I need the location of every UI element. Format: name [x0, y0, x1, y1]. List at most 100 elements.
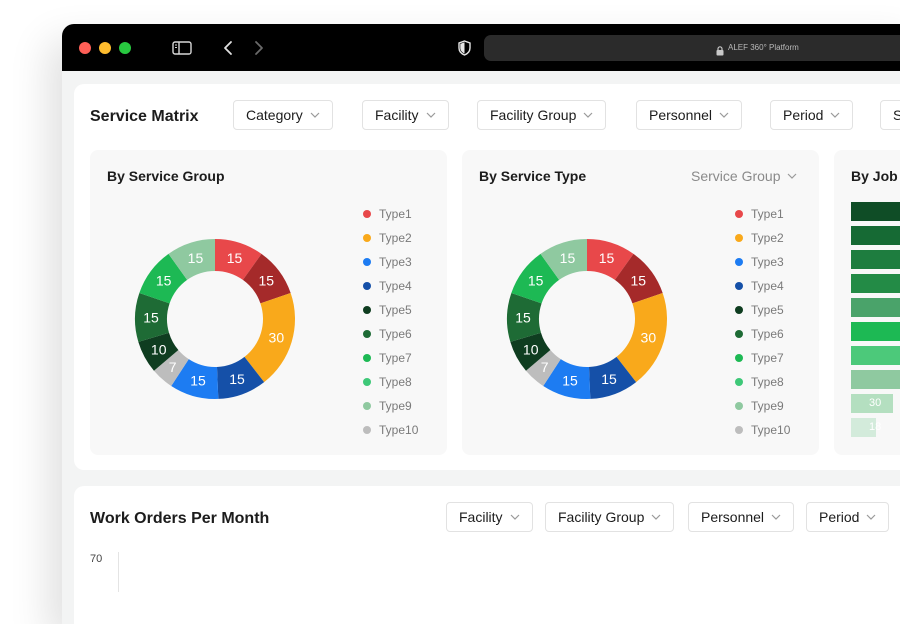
dropdown-label: Service Group [691, 168, 781, 184]
job-bar[interactable] [851, 226, 900, 245]
bar-value-label: 18 [869, 421, 882, 433]
facility-filter[interactable]: Facility [362, 100, 449, 130]
job-bar[interactable] [851, 202, 900, 221]
legend-label: Type5 [379, 303, 412, 317]
back-arrow-icon[interactable] [220, 37, 236, 59]
job-bar[interactable] [851, 298, 900, 317]
job-bar[interactable] [851, 274, 900, 293]
legend-label: Type7 [379, 351, 412, 365]
slice-value-label: 15 [227, 250, 243, 266]
filter-label: Period [819, 509, 860, 525]
filter-label: S [893, 107, 900, 123]
donut-slice[interactable] [525, 350, 561, 386]
job-bar[interactable] [851, 394, 893, 413]
legend-color-dot [363, 282, 371, 290]
donut-slice[interactable] [540, 239, 587, 280]
legend-label: Type4 [379, 279, 412, 293]
wo-facility-filter[interactable]: Facility [446, 502, 533, 532]
by-job-title: By Job [851, 168, 898, 184]
browser-window: ALEF 360° Platform Service Matrix Catego… [62, 24, 900, 624]
donut-slice[interactable] [616, 293, 667, 383]
job-bar[interactable] [851, 322, 900, 341]
extra-filter[interactable]: S [880, 100, 900, 130]
minimize-window-button[interactable] [99, 42, 111, 54]
legend-color-dot [363, 426, 371, 434]
forward-arrow-icon[interactable] [251, 37, 267, 59]
legend-color-dot [363, 378, 371, 386]
y-axis-line [118, 552, 119, 592]
legend-label: Type10 [751, 423, 791, 437]
chevron-down-icon [831, 112, 840, 118]
slice-value-label: 30 [641, 329, 657, 345]
personnel-filter[interactable]: Personnel [636, 100, 743, 130]
chevron-down-icon [310, 112, 320, 118]
legend-label: Type8 [751, 375, 784, 389]
donut-slice[interactable] [168, 239, 215, 280]
legend-color-dot [735, 330, 743, 338]
period-filter[interactable]: Period [770, 100, 854, 130]
by-job-panel: By Job 30 18 [834, 150, 900, 455]
sidebar-toggle-icon[interactable] [170, 37, 194, 59]
zoom-window-button[interactable] [119, 42, 131, 54]
donut-slice[interactable] [614, 253, 663, 304]
chevron-down-icon [583, 112, 593, 118]
slice-value-label: 15 [190, 373, 206, 389]
slice-value-label: 15 [188, 250, 204, 266]
legend-color-dot [735, 306, 743, 314]
donut-slice[interactable] [139, 253, 188, 304]
lock-icon [716, 43, 724, 61]
legend-color-dot [735, 258, 743, 266]
legend-label: Type8 [379, 375, 412, 389]
shield-icon[interactable] [456, 37, 472, 59]
legend-color-dot [735, 210, 743, 218]
by-service-group-title: By Service Group [107, 168, 225, 184]
donut-slice[interactable] [510, 332, 551, 371]
donut-slice[interactable] [215, 239, 262, 280]
donut-slice[interactable] [543, 359, 591, 399]
slice-value-label: 10 [151, 341, 167, 357]
slice-value-label: 30 [269, 329, 285, 345]
donut-slice[interactable] [587, 239, 634, 280]
filter-label: Facility [375, 107, 419, 123]
donut-slice[interactable] [244, 293, 295, 383]
legend-color-dot [363, 330, 371, 338]
url-text: ALEF 360° Platform [728, 43, 799, 52]
wo-personnel-filter[interactable]: Personnel [688, 502, 795, 532]
job-bar[interactable] [851, 418, 876, 437]
donut-slice[interactable] [242, 253, 291, 304]
donut-slice[interactable] [588, 356, 637, 399]
wo-period-filter[interactable]: Period [806, 502, 890, 532]
donut-slice[interactable] [153, 350, 189, 386]
work-orders-card: Work Orders Per Month Facility Facility … [74, 486, 900, 624]
legend-color-dot [363, 258, 371, 266]
donut-slice[interactable] [511, 253, 560, 304]
by-service-type-title: By Service Type [479, 168, 587, 184]
donut-slice[interactable] [135, 293, 170, 342]
slice-value-label: 15 [156, 273, 172, 289]
service-group-dropdown[interactable]: Service Group [691, 168, 797, 184]
category-filter[interactable]: Category [233, 100, 333, 130]
filter-label: Personnel [649, 107, 713, 123]
job-bar[interactable] [851, 346, 900, 365]
slice-value-label: 15 [601, 371, 617, 387]
address-bar[interactable]: ALEF 360° Platform [484, 35, 900, 61]
service-group-donut-chart: 15 15 30 15 15 710 15 15 15 [135, 239, 295, 399]
close-window-button[interactable] [79, 42, 91, 54]
facility-group-filter[interactable]: Facility Group [477, 100, 607, 130]
legend-label: Type6 [379, 327, 412, 341]
legend-color-dot [735, 354, 743, 362]
filter-label: Category [246, 107, 303, 123]
legend-color-dot [735, 234, 743, 242]
legend-label: Type4 [751, 279, 784, 293]
job-bar[interactable] [851, 370, 900, 389]
donut-slice[interactable] [507, 293, 542, 342]
legend-color-dot [363, 354, 371, 362]
legend-label: Type9 [751, 399, 784, 413]
donut-slice[interactable] [171, 359, 219, 399]
y-axis-tick-label: 70 [90, 553, 103, 565]
donut-slice[interactable] [216, 356, 265, 399]
donut-slice[interactable] [138, 332, 179, 371]
service-matrix-card: Service Matrix Category Facility Facilit… [74, 84, 900, 470]
wo-facility-group-filter[interactable]: Facility Group [545, 502, 675, 532]
job-bar[interactable] [851, 250, 900, 269]
